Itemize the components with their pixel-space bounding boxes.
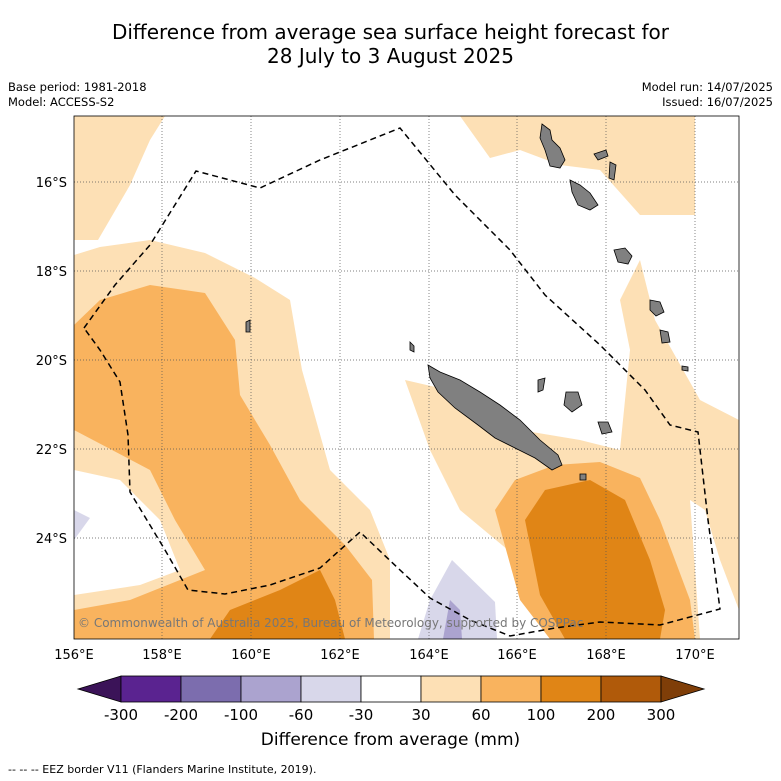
anomaly-100-200-east	[525, 480, 665, 639]
meta-right: Model run: 14/07/2025 Issued: 16/07/2025	[642, 80, 773, 110]
lon-label-170: 170°E	[675, 648, 715, 663]
colorbar-tick-7: 100	[527, 706, 556, 724]
map-area: © Commonwealth of Australia 2025, Bureau…	[74, 116, 739, 639]
colorbar-tick-4: -30	[349, 706, 374, 724]
graticule	[74, 116, 739, 639]
lon-label-166: 166°E	[497, 648, 537, 663]
colorbar-tick-2: -100	[224, 706, 258, 724]
colorbar-bin-3	[240, 675, 302, 703]
vanuatu-efate	[613, 247, 633, 265]
chesterfield-islands	[245, 319, 251, 333]
colorbar-tick-1: -200	[164, 706, 198, 724]
lat-label-22: 22°S	[36, 443, 67, 458]
vanuatu-island-small-2	[608, 161, 617, 181]
colorbar-title: Difference from average (mm)	[260, 730, 521, 750]
eez-legend-footer: -- -- -- EEZ border V11 (Flanders Marine…	[8, 763, 317, 776]
anomaly-30-60-northeast	[460, 116, 695, 215]
vanuatu-erromango	[649, 299, 665, 317]
colorbar-bin-9	[600, 675, 662, 703]
title-line-2: 28 July to 3 August 2025	[267, 44, 514, 68]
lat-label-20: 20°S	[36, 354, 67, 369]
colorbar-extend-high	[660, 675, 706, 703]
loyalty-mare	[597, 421, 613, 435]
lon-label-158: 158°E	[142, 648, 182, 663]
colorbar-bin-2	[180, 675, 242, 703]
colorbar-tick-0: -300	[104, 706, 138, 724]
title-line-1: Difference from average sea surface heig…	[111, 20, 670, 44]
longitude-labels: 156°E 158°E 160°E 162°E 164°E 166°E 168°…	[54, 648, 715, 663]
meta-left: Base period: 1981-2018 Model: ACCESS-S2	[8, 80, 147, 110]
lon-label-164: 164°E	[409, 648, 449, 663]
colorbar-extend-low	[76, 675, 122, 703]
colorbar-bin-7	[480, 675, 542, 703]
vanuatu-malekula	[569, 179, 599, 211]
map-frame	[73, 115, 740, 640]
loyalty-lifou	[563, 391, 583, 413]
colorbar-bin-6	[420, 675, 482, 703]
model-run: Model run: 14/07/2025	[641, 80, 773, 94]
lon-label-162: 162°E	[320, 648, 360, 663]
lon-label-160: 160°E	[231, 648, 271, 663]
vanuatu-espiritu-santo	[539, 123, 566, 169]
vanuatu-aneityum	[681, 365, 689, 372]
lat-label-16: 16°S	[36, 176, 67, 191]
anomaly-60-100-west	[74, 285, 374, 639]
eez-border	[83, 127, 721, 637]
base-period: Base period: 1981-2018	[8, 80, 147, 94]
vanuatu-tanna	[659, 329, 671, 344]
anomaly-neg-30-60-west	[74, 510, 90, 540]
colorbar-tick-3: -60	[289, 706, 314, 724]
land-masses	[245, 123, 689, 481]
vanuatu-island-small-1	[593, 149, 609, 161]
colorbar-tick-8: 200	[587, 706, 616, 724]
anomaly-neg-30-60-south	[418, 560, 497, 639]
lon-label-156: 156°E	[54, 648, 94, 663]
colorbar-tick-6: 60	[471, 706, 490, 724]
isle-of-pines	[579, 473, 587, 481]
colorbar-bin-1	[120, 675, 182, 703]
anomaly-100-200-west	[210, 570, 345, 639]
anomaly-30-60-topleft	[74, 116, 165, 240]
loyalty-ouvea	[537, 377, 546, 393]
colorbar-bin-8	[540, 675, 602, 703]
issued-date: Issued: 16/07/2025	[662, 95, 773, 109]
belep-islands	[409, 341, 415, 353]
colorbar-tick-5: 30	[411, 706, 430, 724]
colorbar-bin-5	[360, 675, 422, 703]
colorbar-bin-4	[300, 675, 362, 703]
new-caledonia	[427, 364, 563, 471]
lon-label-168: 168°E	[586, 648, 626, 663]
lat-label-18: 18°S	[36, 265, 67, 280]
latitude-labels: 16°S 18°S 20°S 22°S 24°S	[36, 176, 67, 547]
anomaly-neg-60-100-south	[443, 600, 462, 639]
copyright-text: © Commonwealth of Australia 2025, Bureau…	[78, 616, 583, 630]
colorbar-tick-9: 300	[647, 706, 676, 724]
map-title: Difference from average sea surface heig…	[0, 20, 781, 68]
model-name: Model: ACCESS-S2	[8, 95, 115, 109]
lat-label-24: 24°S	[36, 532, 67, 547]
colorbar: -300 -200 -100 -60 -30 30 60 100 200 300	[76, 675, 706, 724]
